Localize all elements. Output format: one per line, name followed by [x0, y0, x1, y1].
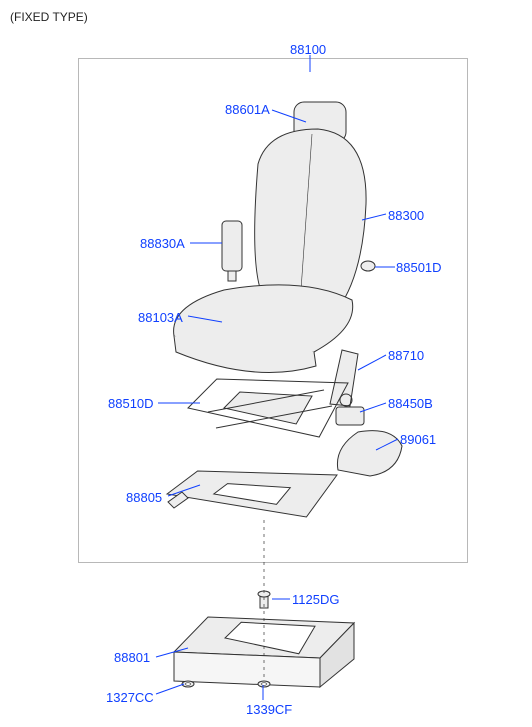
part-label-88501D: 88501D — [396, 260, 442, 275]
part-label-88601A: 88601A — [225, 102, 270, 117]
part-label-88710: 88710 — [388, 348, 424, 363]
part-label-1125DG: 1125DG — [292, 592, 339, 607]
part-label-88510D: 88510D — [108, 396, 154, 411]
part-label-1339CF: 1339CF — [246, 702, 292, 717]
part-label-88103A: 88103A — [138, 310, 183, 325]
part-label-88300: 88300 — [388, 208, 424, 223]
part-label-88801: 88801 — [114, 650, 150, 665]
part-label-89061: 89061 — [400, 432, 436, 447]
part-label-88805: 88805 — [126, 490, 162, 505]
part-label-88450B: 88450B — [388, 396, 433, 411]
part-label-88830A: 88830A — [140, 236, 185, 251]
part-label-1327CC: 1327CC — [106, 690, 154, 705]
part-label-88100: 88100 — [290, 42, 326, 57]
